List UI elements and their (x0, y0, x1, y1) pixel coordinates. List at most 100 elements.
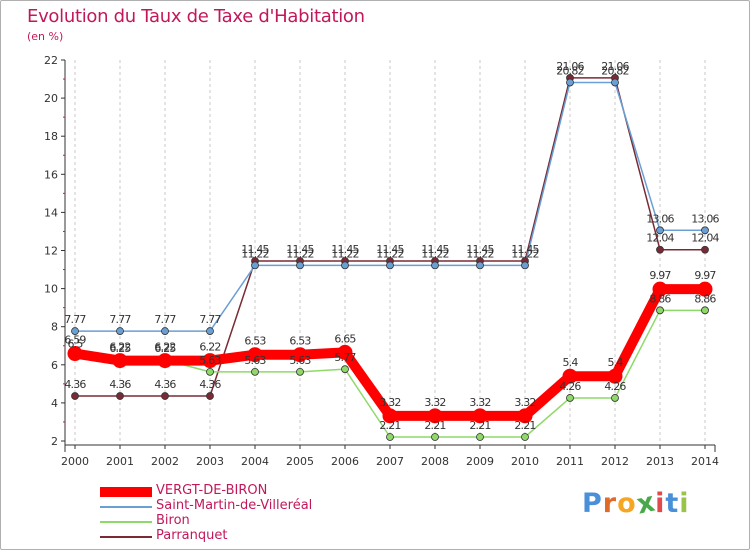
data-label: 11.45 (331, 243, 359, 256)
data-label: 11.45 (466, 243, 494, 256)
data-label: 4.36 (109, 378, 131, 391)
data-label: 11.45 (286, 243, 314, 256)
data-point (161, 327, 169, 335)
data-label: 11.22 (331, 247, 359, 260)
data-label: 21.06 (556, 60, 584, 73)
data-label: 12.04 (691, 232, 719, 245)
data-point (611, 78, 619, 87)
data-label: 11.22 (286, 247, 314, 260)
proxiti-logo: Proxiti (582, 486, 690, 520)
data-label: 20.82 (556, 64, 584, 77)
data-label: 8.86 (694, 292, 716, 305)
x-tick-label: 2002 (151, 455, 179, 468)
data-point (697, 281, 713, 297)
data-label: 6.22 (199, 341, 220, 354)
x-tick-label: 2001 (106, 455, 134, 468)
data-point (701, 226, 709, 235)
x-tick-label: 2003 (196, 455, 224, 468)
data-point (206, 367, 214, 376)
x-tick-label: 2005 (286, 455, 314, 468)
data-point (296, 261, 304, 270)
legend-label: Biron (156, 513, 190, 528)
y-tick-label: 8 (51, 321, 58, 334)
logo-letter: i (655, 488, 666, 519)
data-point (656, 245, 664, 254)
data-label: 6.53 (244, 335, 266, 348)
data-point (427, 408, 443, 424)
x-axis-ticks: 2000 2001 2002 2003 2004 2005 2006 2007 2008 2009… (61, 445, 719, 468)
y-tick-label: 4 (51, 397, 58, 410)
data-point (476, 433, 484, 441)
data-label: 11.45 (421, 243, 449, 256)
data-label: 3.32 (424, 396, 445, 409)
y-axis-ticks: 2 4 6 8 10 12 14 16 18 20 22 (44, 54, 65, 448)
y-tick-label: 6 (51, 359, 58, 372)
series-points (67, 74, 713, 441)
data-label: 5.77 (334, 351, 356, 364)
data-label: 6.22 (154, 341, 175, 354)
data-point (701, 245, 709, 254)
data-label: 6.59 (64, 334, 86, 347)
data-point (431, 261, 439, 270)
data-point (386, 433, 394, 441)
data-point (71, 392, 79, 400)
data-label: 6.53 (289, 335, 311, 348)
data-label: 11.22 (466, 247, 494, 260)
data-label: 3.32 (469, 396, 490, 409)
data-point (382, 408, 398, 424)
data-label: 7.77 (199, 313, 221, 326)
data-label: 5.63 (289, 354, 311, 367)
x-tick-label: 2008 (421, 455, 449, 468)
data-point (206, 327, 214, 335)
data-label: 6.22 (109, 341, 130, 354)
data-label: 7.77 (154, 313, 176, 326)
data-point (701, 306, 709, 315)
legend-swatch (100, 521, 152, 523)
data-label: 21.06 (601, 60, 629, 73)
data-point (607, 368, 623, 384)
y-tick-label: 22 (44, 54, 58, 67)
x-tick-label: 2010 (511, 455, 539, 468)
data-label: 9.97 (694, 269, 716, 282)
data-label: 3.32 (379, 396, 400, 409)
data-label: 2.21 (379, 419, 400, 432)
data-label: 6.25 (109, 342, 131, 355)
data-point (67, 346, 83, 362)
data-label: 12.04 (646, 232, 674, 245)
y-tick-label: 14 (44, 206, 58, 219)
data-label: 5.63 (244, 354, 266, 367)
x-tick-label: 2011 (556, 455, 584, 468)
data-label: 6.5 (67, 337, 83, 350)
data-label: 2.21 (424, 419, 445, 432)
data-point (566, 394, 574, 402)
data-label: 11.45 (241, 243, 269, 256)
data-point (251, 261, 259, 270)
chart-title: Evolution du Taux de Taxe d'Habitation (27, 6, 365, 27)
data-point (71, 327, 79, 335)
data-point (157, 353, 173, 369)
legend-swatch (100, 506, 152, 508)
y-tick-label: 12 (44, 245, 58, 258)
data-label: 4.36 (154, 378, 176, 391)
legend-swatch (100, 487, 152, 497)
data-point (521, 433, 529, 441)
data-point (656, 306, 664, 315)
logo-letter: r (602, 488, 618, 519)
x-tick-label: 2014 (691, 455, 719, 468)
data-point (247, 347, 263, 363)
data-label: 7.77 (64, 313, 86, 326)
data-label: 2.21 (514, 419, 535, 432)
data-label: 20.82 (601, 64, 629, 77)
legend-label: Saint-Martin-de-Villeréal (156, 498, 313, 513)
data-label: 2.21 (469, 419, 490, 432)
data-point (116, 392, 124, 400)
data-point (386, 261, 394, 270)
data-point (562, 368, 578, 384)
data-label: 5.4 (607, 356, 623, 369)
data-label: 7.77 (109, 313, 131, 326)
data-point (611, 394, 619, 402)
data-point (341, 365, 349, 374)
x-tick-label: 2012 (601, 455, 629, 468)
data-label: 8.86 (649, 292, 671, 305)
